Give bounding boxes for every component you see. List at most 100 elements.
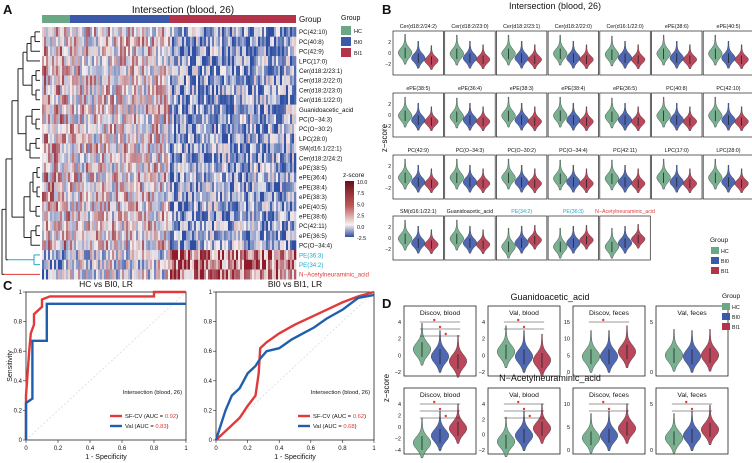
heatmap-cell — [230, 221, 233, 231]
heatmap-cell — [190, 240, 193, 251]
heatmap-cell — [282, 143, 285, 154]
heatmap-cell — [98, 182, 101, 193]
heatmap-cell — [254, 104, 257, 115]
heatmap-cell — [92, 250, 95, 261]
heatmap-cell — [280, 201, 283, 212]
heatmap-cell — [258, 104, 261, 115]
heatmap-cell — [202, 221, 205, 231]
heatmap-cell — [116, 211, 119, 222]
heatmap-cell — [252, 36, 255, 47]
heatmap-cell — [70, 240, 73, 251]
heatmap-cell — [216, 94, 219, 105]
heatmap-cell — [166, 46, 169, 57]
heatmap-cell — [228, 133, 231, 144]
heatmap-cell — [58, 114, 61, 125]
heatmap-cell — [212, 65, 215, 76]
heatmap-cell — [76, 182, 79, 193]
heatmap-cell — [290, 36, 293, 47]
heatmap-cell — [282, 133, 285, 144]
sig-star — [607, 407, 611, 411]
heatmap-cell — [130, 230, 133, 241]
heatmap-cell — [210, 153, 213, 164]
heatmap-cell — [88, 259, 91, 270]
heatmap-cell — [108, 114, 111, 125]
heatmap-cell — [52, 124, 55, 134]
heatmap-cell — [274, 133, 277, 144]
heatmap-cell — [206, 201, 209, 212]
heatmap-cell — [44, 269, 47, 280]
heatmap-cell — [196, 124, 199, 134]
heatmap-cell — [68, 27, 71, 37]
heatmap-cell — [244, 191, 247, 202]
heatmap-cell — [234, 133, 237, 144]
heatmap-cell — [184, 143, 187, 154]
heatmap-cell — [72, 211, 75, 222]
heatmap-cell — [56, 27, 59, 37]
heatmap-cell — [180, 269, 183, 280]
heatmap-cell — [210, 201, 213, 212]
heatmap-cell — [150, 153, 153, 164]
heatmap-cell — [94, 240, 97, 251]
heatmap-cell — [44, 46, 47, 57]
heatmap-cell — [182, 75, 185, 86]
heatmap-cell — [128, 153, 131, 164]
heatmap-cell — [106, 182, 109, 193]
heatmap-cell — [168, 46, 171, 57]
heatmap-cell — [58, 85, 61, 96]
heatmap-cell — [186, 250, 189, 261]
heatmap-cell — [74, 104, 77, 115]
heatmap-cell — [124, 143, 127, 154]
heatmap-cell — [126, 65, 129, 76]
heatmap-cell — [284, 211, 287, 222]
heatmap-cell — [240, 162, 243, 173]
heatmap-cell — [46, 162, 49, 173]
heatmap-cell — [214, 162, 217, 173]
heatmap-cell — [156, 191, 159, 202]
heatmap-cell — [58, 191, 61, 202]
violin-panel-title: Guanidoacetic_acid — [447, 209, 494, 215]
heatmap-cell — [48, 124, 51, 134]
heatmap-cell — [252, 46, 255, 57]
heatmap-cell — [192, 240, 195, 251]
heatmap-cell — [92, 211, 95, 222]
violin-panel-title: ePE(36:4) — [458, 86, 482, 92]
heatmap-cell — [120, 230, 123, 241]
heatmap-cell — [44, 75, 47, 86]
heatmap-cell — [116, 124, 119, 134]
heatmap-cell — [142, 153, 145, 164]
heatmap-cell — [66, 172, 69, 183]
heatmap-cell — [200, 250, 203, 261]
heatmap-cell — [46, 250, 49, 261]
heatmap-cell — [104, 75, 107, 86]
heatmap-cell — [252, 114, 255, 125]
heatmap-cell — [156, 153, 159, 164]
heatmap-cell — [194, 221, 197, 231]
heatmap-cell — [260, 211, 263, 222]
heatmap-cell — [216, 133, 219, 144]
heatmap-cell — [276, 201, 279, 212]
violin-d-ytick: 4 — [482, 402, 485, 408]
heatmap-cell — [288, 221, 291, 231]
heatmap-cell — [164, 65, 167, 76]
heatmap-cell — [242, 124, 245, 134]
heatmap-cell — [156, 143, 159, 154]
heatmap-cell — [120, 182, 123, 193]
heatmap-cell — [180, 182, 183, 193]
heatmap-cell — [202, 162, 205, 173]
heatmap-cell — [168, 172, 171, 183]
heatmap-cell — [102, 250, 105, 261]
heatmap-cell — [104, 65, 107, 76]
heatmap-cell — [224, 230, 227, 241]
heatmap-cell — [212, 201, 215, 212]
heatmap-cell — [208, 104, 211, 115]
heatmap-cell — [198, 211, 201, 222]
heatmap-cell — [82, 143, 85, 154]
heatmap-cell — [246, 75, 249, 86]
heatmap-cell — [94, 104, 97, 115]
heatmap-cell — [246, 124, 249, 134]
heatmap-cell — [154, 259, 157, 270]
heatmap-cell — [218, 153, 221, 164]
heatmap-cell — [248, 36, 251, 47]
heatmap-cell — [188, 56, 191, 67]
heatmap-cell — [238, 36, 241, 47]
